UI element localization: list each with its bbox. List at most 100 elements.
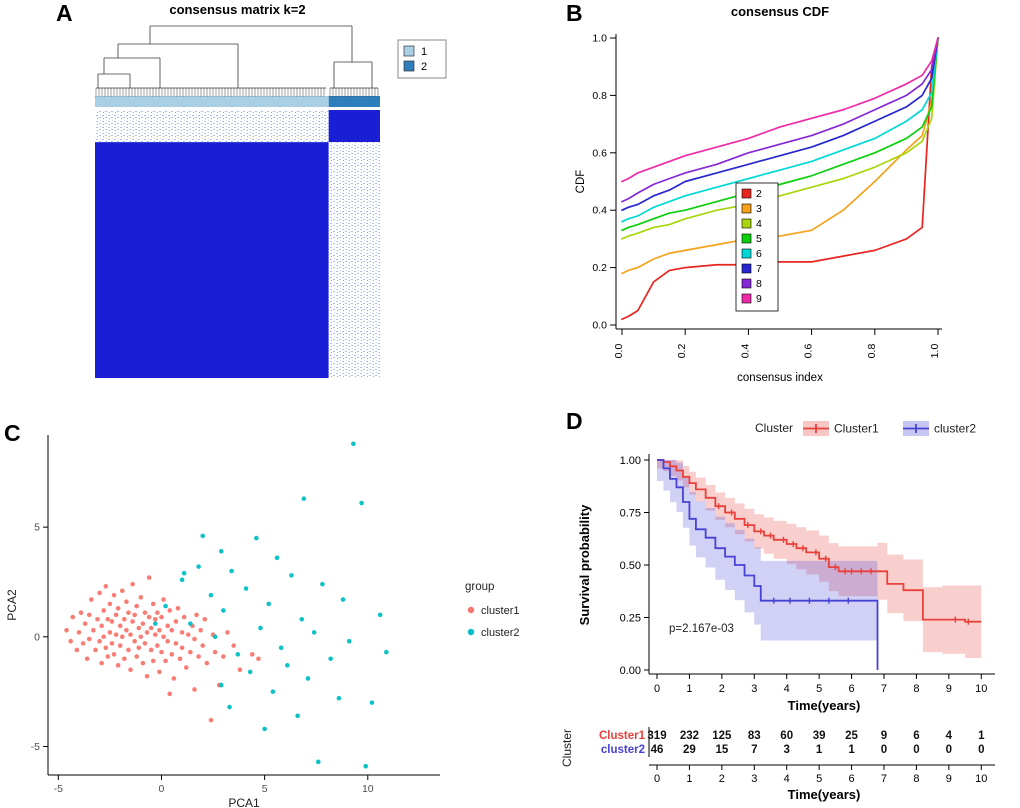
svg-text:4: 4 — [756, 218, 762, 230]
svg-text:1.0: 1.0 — [592, 33, 607, 45]
svg-text:4: 4 — [946, 730, 953, 742]
svg-text:1: 1 — [816, 744, 823, 756]
svg-text:4: 4 — [784, 773, 790, 785]
svg-text:2: 2 — [719, 773, 725, 785]
svg-text:Time(years): Time(years) — [788, 787, 861, 802]
svg-text:0.6: 0.6 — [803, 344, 815, 359]
svg-text:Survival probability: Survival probability — [577, 504, 592, 625]
consensus-cdf-panel: 0.0 0.2 0.4 0.6 0.8 1.0 0.0 0.2 0.4 0.6 0.8 1.0 cons… — [575, 4, 942, 384]
svg-text:0: 0 — [159, 783, 165, 795]
svg-text:p=2.167e-03: p=2.167e-03 — [669, 623, 734, 635]
svg-text:2: 2 — [421, 61, 427, 73]
svg-text:7: 7 — [756, 263, 762, 275]
panel-b-label: B — [566, 0, 583, 26]
svg-text:10: 10 — [975, 773, 987, 785]
svg-text:5: 5 — [816, 683, 822, 695]
svg-text:6: 6 — [756, 248, 762, 260]
svg-text:Cluster: Cluster — [755, 421, 793, 435]
svg-text:6: 6 — [913, 730, 919, 742]
svg-text:Cluster1: Cluster1 — [599, 730, 646, 742]
km-survival-panel: p=2.167e-03 0.00 0.25 0.50 0.75 1.00 0 1 2 3 4 5 6 7 8… — [560, 421, 995, 802]
svg-text:10: 10 — [975, 683, 987, 695]
svg-text:6: 6 — [849, 773, 855, 785]
svg-text:0: 0 — [881, 744, 887, 756]
svg-text:319: 319 — [647, 730, 666, 742]
svg-text:29: 29 — [683, 744, 696, 756]
svg-text:0: 0 — [654, 773, 660, 785]
svg-text:8: 8 — [756, 278, 762, 290]
svg-text:1: 1 — [978, 730, 985, 742]
panel-a-label: A — [56, 0, 73, 26]
svg-text:cluster2: cluster2 — [481, 627, 520, 639]
svg-text:group: group — [465, 581, 494, 593]
svg-text:-5: -5 — [31, 741, 40, 753]
svg-text:0.2: 0.2 — [676, 344, 688, 359]
svg-text:46: 46 — [651, 744, 664, 756]
svg-text:consensus CDF: consensus CDF — [731, 4, 829, 19]
svg-text:4: 4 — [784, 683, 790, 695]
svg-text:0.0: 0.0 — [613, 344, 625, 359]
svg-text:0.25: 0.25 — [620, 613, 641, 625]
svg-text:consensus matrix k=2: consensus matrix k=2 — [169, 2, 305, 17]
svg-text:Cluster1: Cluster1 — [834, 422, 879, 436]
svg-text:cluster2: cluster2 — [934, 422, 976, 436]
svg-text:15: 15 — [715, 744, 728, 756]
svg-text:2: 2 — [719, 683, 725, 695]
svg-text:0: 0 — [34, 631, 40, 643]
svg-text:CDF: CDF — [575, 170, 587, 194]
svg-text:consensus index: consensus index — [737, 372, 823, 384]
svg-text:125: 125 — [712, 730, 732, 742]
svg-text:1: 1 — [848, 744, 855, 756]
svg-text:7: 7 — [751, 744, 757, 756]
svg-text:Cluster: Cluster — [560, 729, 574, 767]
svg-text:3: 3 — [756, 203, 762, 215]
svg-text:60: 60 — [780, 730, 793, 742]
consensus-matrix-panel: consensus matrix k=2 1 2 — [95, 2, 447, 378]
svg-text:7: 7 — [881, 773, 887, 785]
svg-text:9: 9 — [756, 293, 762, 305]
svg-text:cluster2: cluster2 — [601, 744, 645, 756]
svg-text:0.75: 0.75 — [620, 508, 641, 520]
svg-text:83: 83 — [748, 730, 761, 742]
svg-text:25: 25 — [845, 730, 858, 742]
svg-text:9: 9 — [881, 730, 887, 742]
svg-text:8: 8 — [913, 683, 919, 695]
panel-c-label: C — [4, 420, 21, 446]
svg-text:0.50: 0.50 — [620, 560, 641, 572]
svg-text:-5: -5 — [54, 783, 63, 795]
svg-text:39: 39 — [813, 730, 826, 742]
svg-text:Time(years): Time(years) — [788, 698, 861, 713]
svg-text:7: 7 — [881, 683, 887, 695]
svg-text:0: 0 — [978, 744, 984, 756]
svg-text:9: 9 — [946, 683, 952, 695]
svg-text:PCA2: PCA2 — [5, 589, 19, 621]
svg-text:0: 0 — [913, 744, 919, 756]
svg-text:0.8: 0.8 — [866, 344, 878, 359]
svg-text:0: 0 — [654, 683, 660, 695]
svg-text:6: 6 — [849, 683, 855, 695]
svg-text:3: 3 — [751, 683, 757, 695]
svg-text:0.6: 0.6 — [592, 147, 607, 159]
svg-text:2: 2 — [756, 188, 762, 200]
svg-text:232: 232 — [680, 730, 699, 742]
svg-text:10: 10 — [362, 783, 374, 795]
svg-text:8: 8 — [913, 773, 919, 785]
svg-text:PCA1: PCA1 — [228, 796, 260, 808]
svg-text:1.0: 1.0 — [929, 344, 941, 359]
svg-text:1: 1 — [686, 683, 692, 695]
svg-text:5: 5 — [816, 773, 822, 785]
svg-text:1: 1 — [686, 773, 692, 785]
svg-text:3: 3 — [751, 773, 757, 785]
svg-text:0.4: 0.4 — [739, 344, 751, 359]
svg-text:cluster1: cluster1 — [481, 605, 520, 617]
svg-text:0.2: 0.2 — [592, 262, 607, 274]
svg-text:1.00: 1.00 — [620, 455, 641, 467]
svg-text:0.0: 0.0 — [592, 320, 607, 332]
svg-text:0: 0 — [946, 744, 952, 756]
svg-text:5: 5 — [34, 522, 40, 534]
svg-text:0.00: 0.00 — [620, 665, 641, 677]
svg-text:0.8: 0.8 — [592, 90, 607, 102]
svg-text:0.4: 0.4 — [592, 205, 607, 217]
